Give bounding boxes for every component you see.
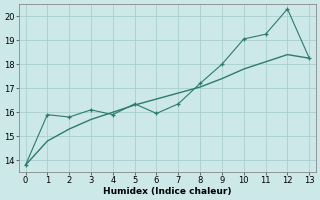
X-axis label: Humidex (Indice chaleur): Humidex (Indice chaleur): [103, 187, 232, 196]
